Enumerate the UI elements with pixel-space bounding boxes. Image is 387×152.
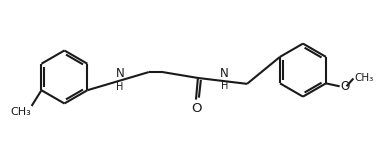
- Text: CH₃: CH₃: [10, 107, 31, 117]
- Text: H: H: [221, 81, 228, 91]
- Text: CH₃: CH₃: [354, 73, 373, 83]
- Text: N: N: [220, 67, 229, 80]
- Text: O: O: [192, 102, 202, 114]
- Text: N: N: [116, 67, 125, 80]
- Text: O: O: [341, 80, 350, 93]
- Text: H: H: [116, 82, 124, 92]
